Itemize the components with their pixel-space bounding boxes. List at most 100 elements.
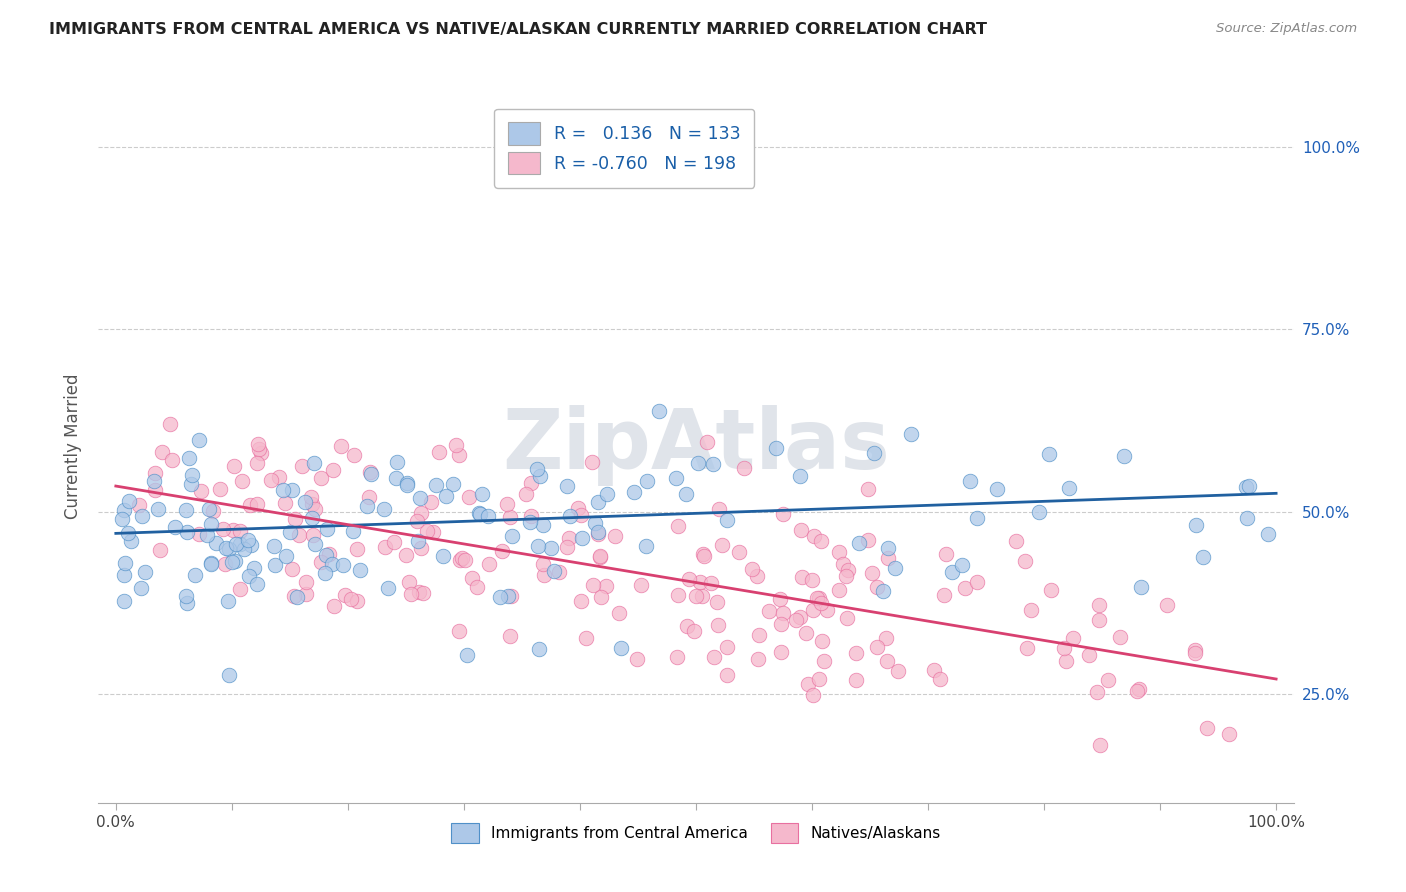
Point [1085, 684, 1108, 698]
Point [339, 591, 361, 606]
Point [772, 606, 794, 620]
Point [395, 477, 418, 491]
Point [128, 498, 150, 512]
Point [200, 557, 222, 571]
Point [789, 468, 811, 483]
Point [872, 584, 894, 599]
Point [803, 603, 825, 617]
Point [233, 542, 256, 557]
Point [806, 591, 828, 605]
Point [187, 527, 209, 541]
Point [190, 483, 212, 498]
Point [246, 577, 269, 591]
Point [406, 514, 429, 528]
Point [299, 490, 322, 504]
Point [174, 503, 197, 517]
Point [478, 557, 501, 571]
Point [1038, 447, 1060, 461]
Point [309, 471, 332, 485]
Point [349, 563, 371, 577]
Point [666, 519, 689, 533]
Point [666, 588, 689, 602]
Point [118, 493, 141, 508]
Point [346, 594, 368, 608]
Point [385, 454, 408, 468]
Point [214, 557, 236, 571]
Point [184, 568, 207, 582]
Point [247, 442, 270, 456]
Point [796, 677, 818, 691]
Point [114, 557, 136, 571]
Point [359, 491, 381, 505]
Point [222, 458, 245, 473]
Point [112, 568, 135, 582]
Point [212, 522, 235, 536]
Point [280, 483, 302, 497]
Point [200, 557, 222, 571]
Point [706, 594, 728, 608]
Point [373, 502, 395, 516]
Text: Source: ZipAtlas.com: Source: ZipAtlas.com [1216, 22, 1357, 36]
Point [858, 482, 880, 496]
Point [208, 482, 231, 496]
Point [571, 593, 593, 607]
Point [143, 483, 166, 497]
Point [374, 540, 396, 554]
Text: ZipAtlas: ZipAtlas [502, 406, 890, 486]
Point [666, 650, 689, 665]
Point [471, 487, 494, 501]
Point [176, 524, 198, 539]
Point [772, 507, 794, 521]
Point [790, 570, 813, 584]
Point [489, 590, 512, 604]
Point [875, 632, 897, 646]
Point [187, 434, 209, 448]
Point [447, 624, 470, 638]
Point [146, 501, 169, 516]
Point [581, 455, 603, 469]
Point [794, 625, 817, 640]
Point [1156, 598, 1178, 612]
Point [928, 672, 950, 686]
Point [877, 551, 900, 566]
Point [416, 524, 439, 539]
Point [707, 617, 730, 632]
Point [274, 496, 297, 510]
Point [623, 484, 645, 499]
Point [860, 566, 883, 580]
Point [696, 435, 718, 450]
Point [398, 575, 420, 590]
Point [710, 538, 733, 552]
Point [575, 631, 598, 645]
Point [808, 591, 831, 606]
Point [692, 547, 714, 561]
Point [1004, 533, 1026, 548]
Point [436, 489, 458, 503]
Point [560, 508, 582, 523]
Point [120, 534, 142, 549]
Point [1015, 640, 1038, 655]
Point [205, 536, 228, 550]
Point [877, 541, 900, 556]
Point [329, 439, 352, 453]
Point [412, 586, 434, 600]
Point [1184, 642, 1206, 657]
Point [295, 574, 318, 589]
Point [801, 688, 824, 702]
Y-axis label: Currently Married: Currently Married [65, 373, 83, 519]
Point [291, 458, 314, 473]
Point [810, 534, 832, 549]
Point [569, 508, 592, 522]
Point [527, 539, 550, 553]
Point [1128, 682, 1150, 697]
Point [263, 558, 285, 573]
Point [468, 506, 491, 520]
Point [491, 543, 513, 558]
Point [765, 442, 787, 456]
Point [557, 531, 579, 545]
Point [249, 446, 271, 460]
Point [267, 470, 290, 484]
Point [143, 466, 166, 480]
Point [733, 461, 755, 475]
Point [395, 548, 418, 562]
